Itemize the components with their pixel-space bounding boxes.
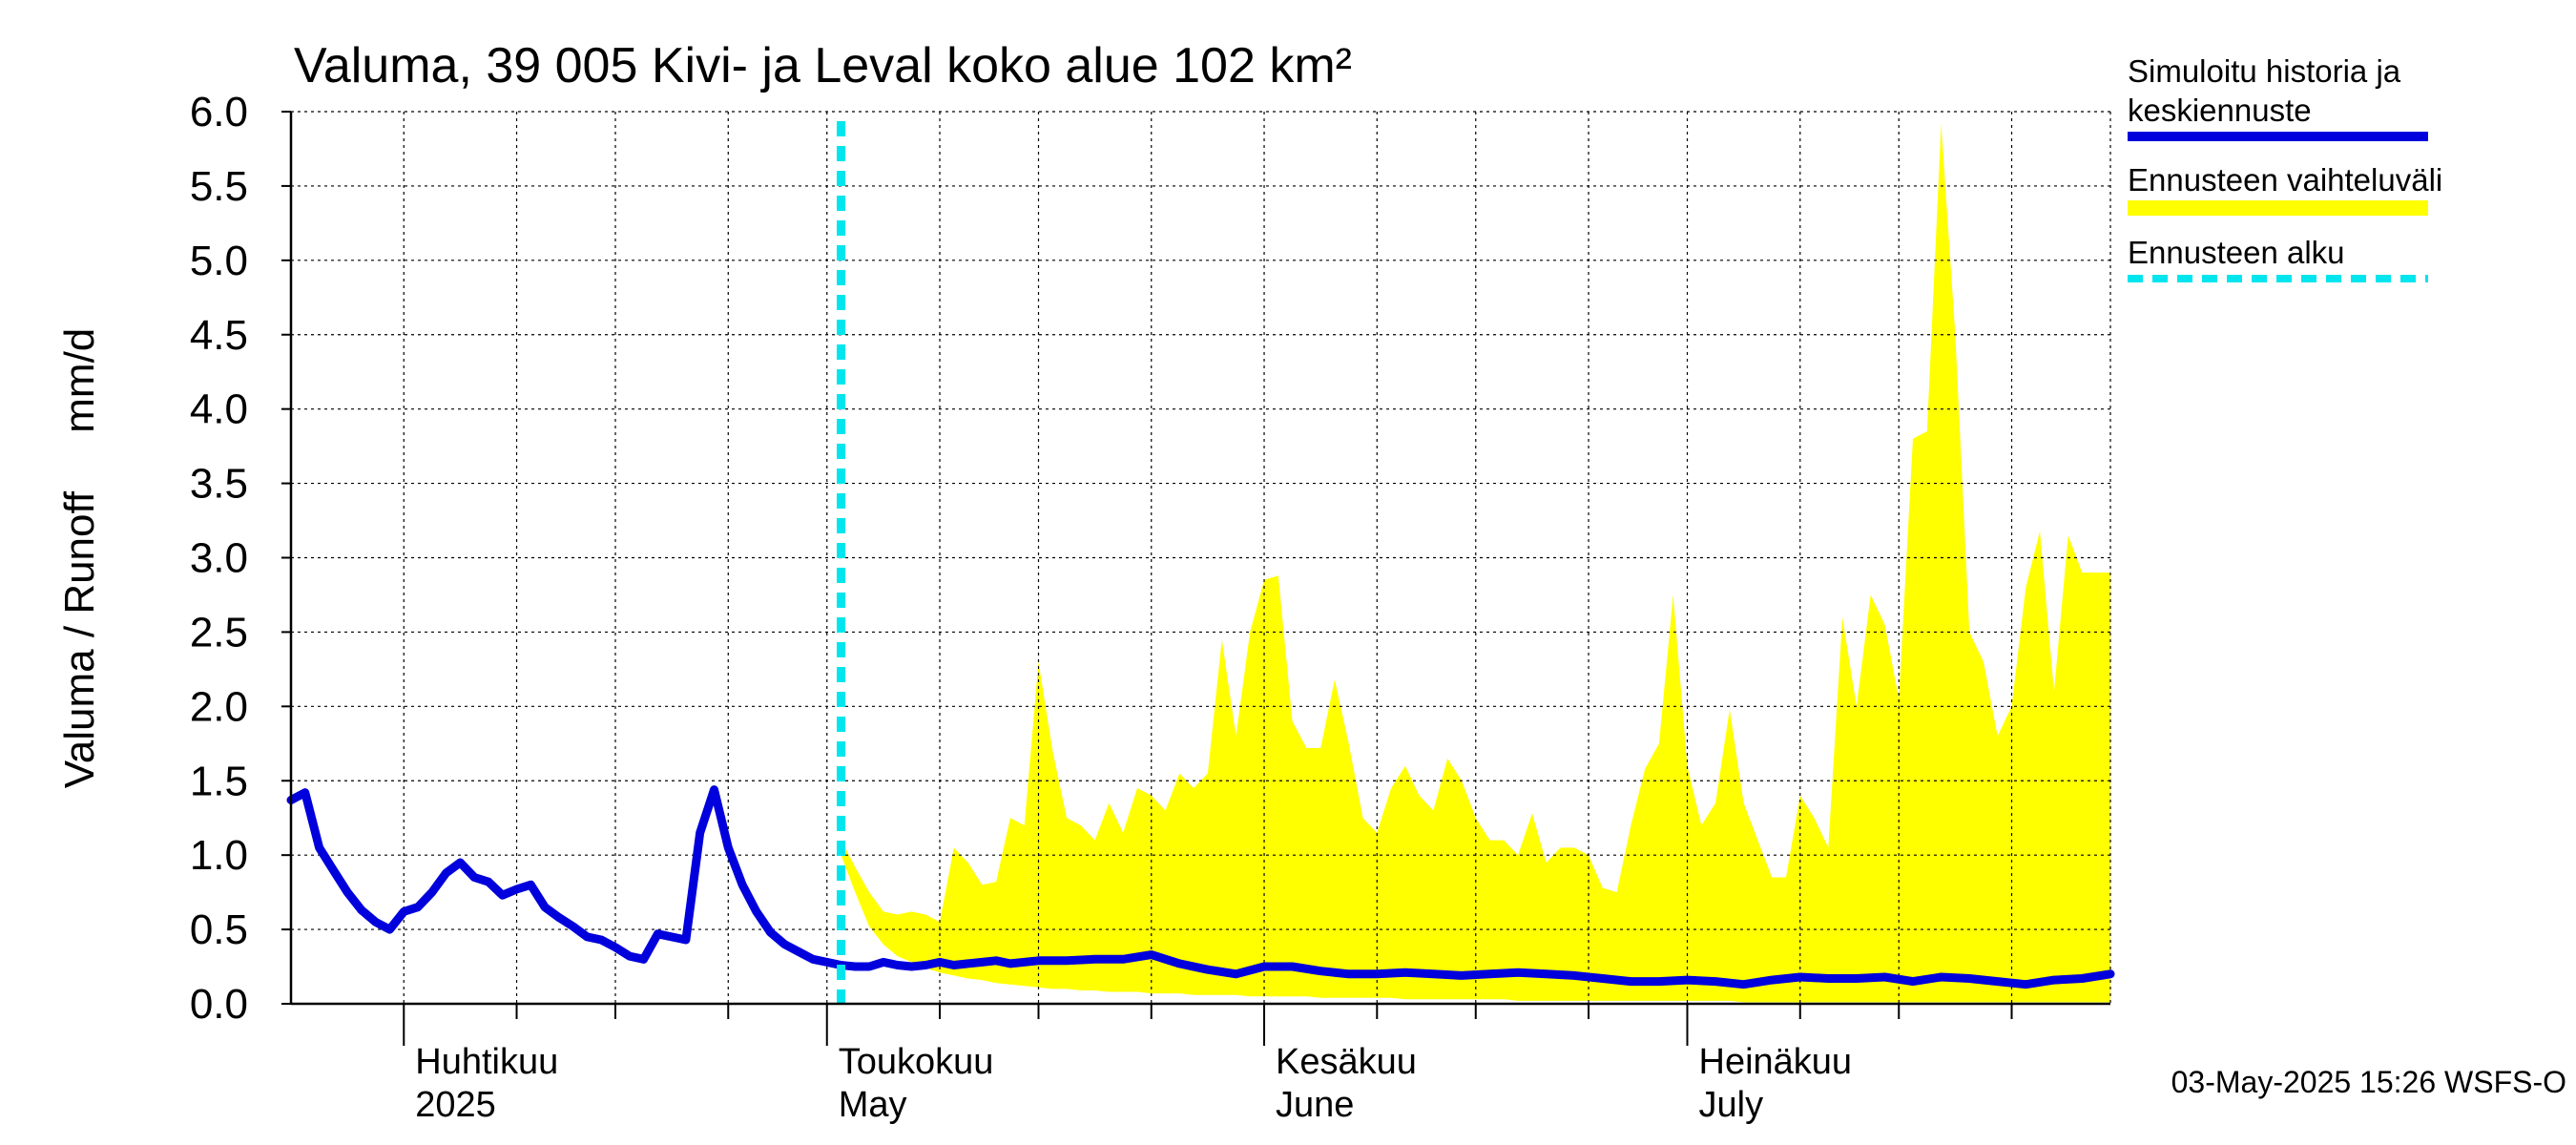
y-tick-label: 2.0 [190,683,248,730]
y-tick-label: 0.0 [190,981,248,1028]
y-tick-label: 5.0 [190,238,248,284]
y-tick-labels: 0.0 0.5 1.0 1.5 2.0 2.5 3.0 3.5 4.0 4.5 5.0 5.5 6.0 [190,89,248,1028]
y-tick-label: 4.5 [190,312,248,359]
grid-layer [291,111,2111,1004]
chart-title: Valuma, 39 005 Kivi- ja Leval koko alue … [294,38,1352,94]
legend-mean-label-line2: keskiennuste [2128,93,2312,128]
timestamp: 03-May-2025 15:26 WSFS-O [2171,1065,2566,1099]
y-tick-label: 1.0 [190,832,248,879]
month-label-fi: Kesäkuu [1276,1042,1417,1082]
y-tick-label: 3.5 [190,461,248,508]
y-tick-label: 5.5 [190,163,248,210]
month-label-fi: Toukokuu [839,1042,994,1082]
y-tick-label: 0.5 [190,906,248,953]
mean-series-layer [286,785,2115,989]
month-label-fi: Huhtikuu [415,1042,558,1082]
legend: Simuloitu historia ja keskiennuste Ennus… [2128,53,2442,282]
plot-area [281,111,2115,1046]
mean-series-line [286,785,2115,989]
y-tick-label: 6.0 [190,89,248,135]
month-label-en: July [1699,1085,1764,1125]
month-label-en: June [1276,1085,1354,1125]
month-label-fi: Heinäkuu [1699,1042,1853,1082]
y-tick-label: 1.5 [190,758,248,804]
y-tick-label: 3.0 [190,535,248,582]
axis-layer [281,111,2110,1046]
forecast-band-layer [841,123,2110,1003]
y-tick-label: 2.5 [190,609,248,656]
legend-band-label: Ennusteen vaihteluväli [2128,162,2442,198]
month-label-en: May [839,1085,907,1125]
legend-forecast-label: Ennusteen alku [2128,235,2345,270]
month-label-en: 2025 [415,1085,496,1125]
legend-mean-label-line1: Simuloitu historia ja [2128,53,2401,89]
forecast-band-area [841,123,2110,1003]
y-axis-label: Valuma / Runoff mm/d [56,328,103,789]
y-tick-label: 4.0 [190,386,248,433]
